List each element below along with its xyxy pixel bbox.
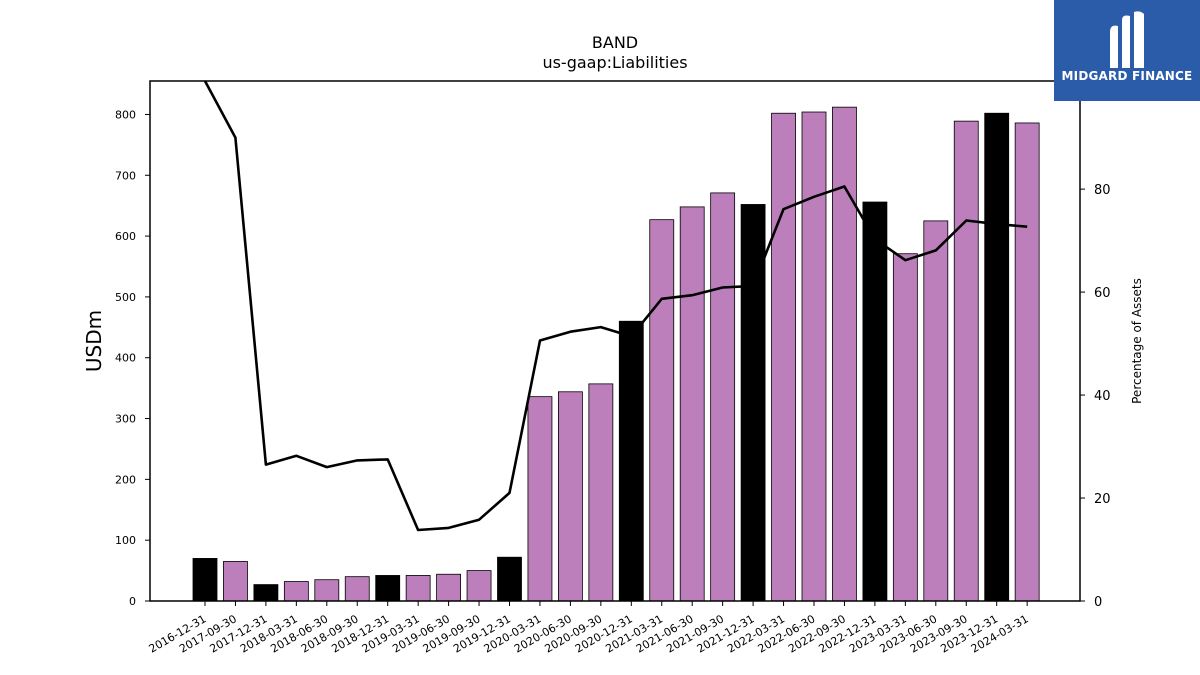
bar-2020-06-30	[558, 391, 583, 602]
chart-subtitle: us-gaap:Liabilities	[542, 53, 687, 72]
y-axis-label-left: USDm	[82, 310, 106, 372]
bar-2020-09-30	[588, 383, 614, 602]
bar-2018-09-30	[344, 576, 370, 602]
bar-2018-12-31	[375, 575, 401, 602]
x-axis: 2016-12-312017-09-302017-12-312018-03-31…	[147, 601, 1031, 656]
y-tick-label: 200	[115, 473, 136, 486]
line-series	[203, 80, 1028, 532]
bar-2023-03-31	[892, 253, 918, 602]
bar-2016-12-31	[192, 558, 218, 602]
bar-2021-09-30	[710, 192, 736, 602]
bar-2023-12-31	[984, 112, 1010, 602]
bar-2021-03-31	[649, 219, 675, 602]
y-tick-label: 100	[115, 534, 136, 547]
bar-2023-06-30	[923, 220, 949, 602]
brand-name: MIDGARD FINANCE	[1061, 69, 1193, 83]
y2-tick-label: 0	[1094, 595, 1102, 610]
y-tick-label: 400	[115, 352, 136, 365]
bar-2022-09-30	[832, 106, 857, 602]
bar-2019-09-30	[466, 570, 492, 602]
y-tick-label: 300	[115, 413, 136, 426]
bar-2021-12-31	[740, 204, 766, 602]
bar-2017-12-31	[253, 584, 279, 602]
y2-tick-label: 20	[1094, 492, 1111, 507]
bar-series	[192, 106, 1040, 602]
y-tick-label: 800	[115, 108, 136, 121]
bar-2019-12-31	[497, 556, 522, 602]
y-tick-label: 500	[115, 291, 136, 304]
bar-2022-12-31	[862, 201, 888, 602]
y-tick-label: 600	[115, 230, 136, 243]
brand-logo-icon	[1110, 11, 1144, 68]
bar-2023-09-30	[953, 120, 979, 602]
y2-tick-label: 60	[1094, 286, 1111, 301]
bar-2020-03-31	[527, 396, 553, 602]
bar-2019-03-31	[405, 575, 431, 602]
y2-tick-label: 80	[1094, 183, 1111, 198]
bar-2022-03-31	[771, 112, 796, 602]
plot-frame	[149, 80, 1081, 602]
bar-2020-12-31	[618, 320, 644, 602]
brand-logo-box: MIDGARD FINANCE	[1054, 0, 1200, 101]
y-axis-label-right: Percentage of Assets	[1130, 278, 1144, 404]
y2-tick-label: 40	[1094, 389, 1111, 404]
y-axis-left: 0 100 200 300 400 500 600 700 800	[115, 108, 150, 608]
bar-2019-06-30	[436, 573, 462, 602]
y-axis-right: 020406080100	[1080, 80, 1119, 610]
y-tick-label: 700	[115, 169, 136, 182]
percentage-line	[203, 80, 1028, 532]
bar-2021-06-30	[679, 206, 705, 602]
bar-2018-06-30	[314, 579, 340, 602]
bar-2018-03-31	[283, 581, 309, 602]
bar-2017-09-30	[223, 561, 248, 602]
chart-title: BAND	[592, 33, 638, 52]
bar-2024-03-31	[1014, 122, 1040, 602]
bar-2022-06-30	[801, 111, 827, 602]
y-tick-label: 0	[129, 595, 136, 608]
